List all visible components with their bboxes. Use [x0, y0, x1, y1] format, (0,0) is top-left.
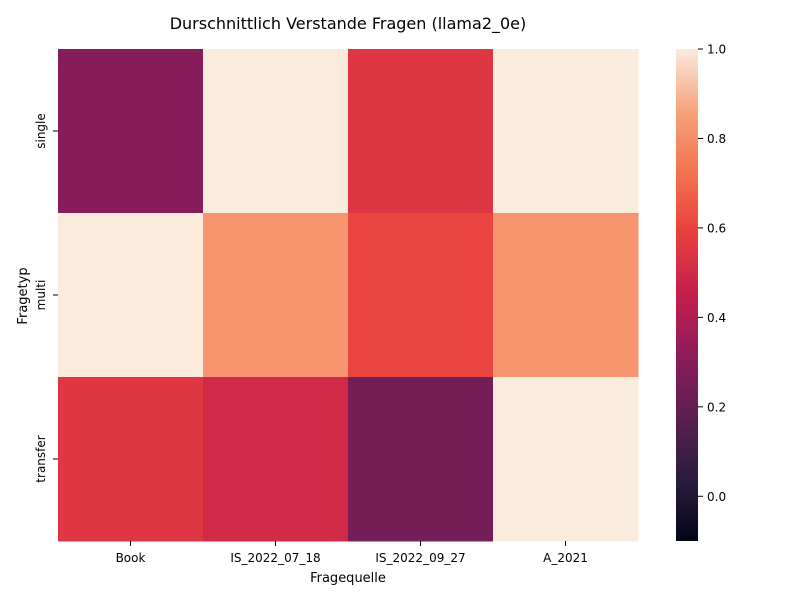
- x-tick-label: IS_2022_09_27: [375, 551, 465, 565]
- y-axis-ticks: single multi transfer: [34, 113, 58, 483]
- x-tick-label: A_2021: [543, 551, 588, 565]
- heatmap-cell: [203, 49, 349, 214]
- heatmap-cell: [58, 213, 204, 378]
- chart-title: Durschnittlich Verstande Fragen (llama2_…: [170, 14, 527, 34]
- colorbar-tick-label: 0.0: [707, 490, 726, 504]
- x-tick-label: Book: [116, 551, 146, 565]
- heatmap-cell: [493, 49, 639, 214]
- colorbar-tick-label: 0.4: [707, 311, 726, 325]
- y-tick-label: multi: [34, 280, 48, 311]
- colorbar: [676, 49, 698, 541]
- heatmap-cell: [203, 213, 349, 378]
- heatmap-cell: [348, 49, 494, 214]
- x-axis-ticks: Book IS_2022_07_18 IS_2022_09_27 A_2021: [116, 541, 588, 565]
- x-tick-label: IS_2022_07_18: [230, 551, 320, 565]
- colorbar-tick-label: 1.0: [707, 43, 726, 57]
- heatmap-cell: [58, 49, 204, 214]
- y-tick-label: single: [34, 113, 48, 149]
- colorbar-tick-label: 0.8: [707, 132, 726, 146]
- heatmap-cell: [58, 377, 204, 542]
- heatmap-cell: [493, 377, 639, 542]
- heatmap-cell: [493, 213, 639, 378]
- y-tick-label: transfer: [34, 435, 48, 482]
- heatmap-cells: [58, 49, 639, 542]
- colorbar-ticks: 0.0 0.2 0.4 0.6 0.8 1.0: [698, 43, 726, 504]
- colorbar-tick-label: 0.2: [707, 400, 726, 414]
- x-axis-label: Fragequelle: [310, 571, 386, 586]
- colorbar-tick-label: 0.6: [707, 221, 726, 235]
- heatmap-cell: [348, 377, 494, 542]
- y-axis-label: Fragetyp: [16, 267, 31, 324]
- heatmap-cell: [203, 377, 349, 542]
- heatmap-cell: [348, 213, 494, 378]
